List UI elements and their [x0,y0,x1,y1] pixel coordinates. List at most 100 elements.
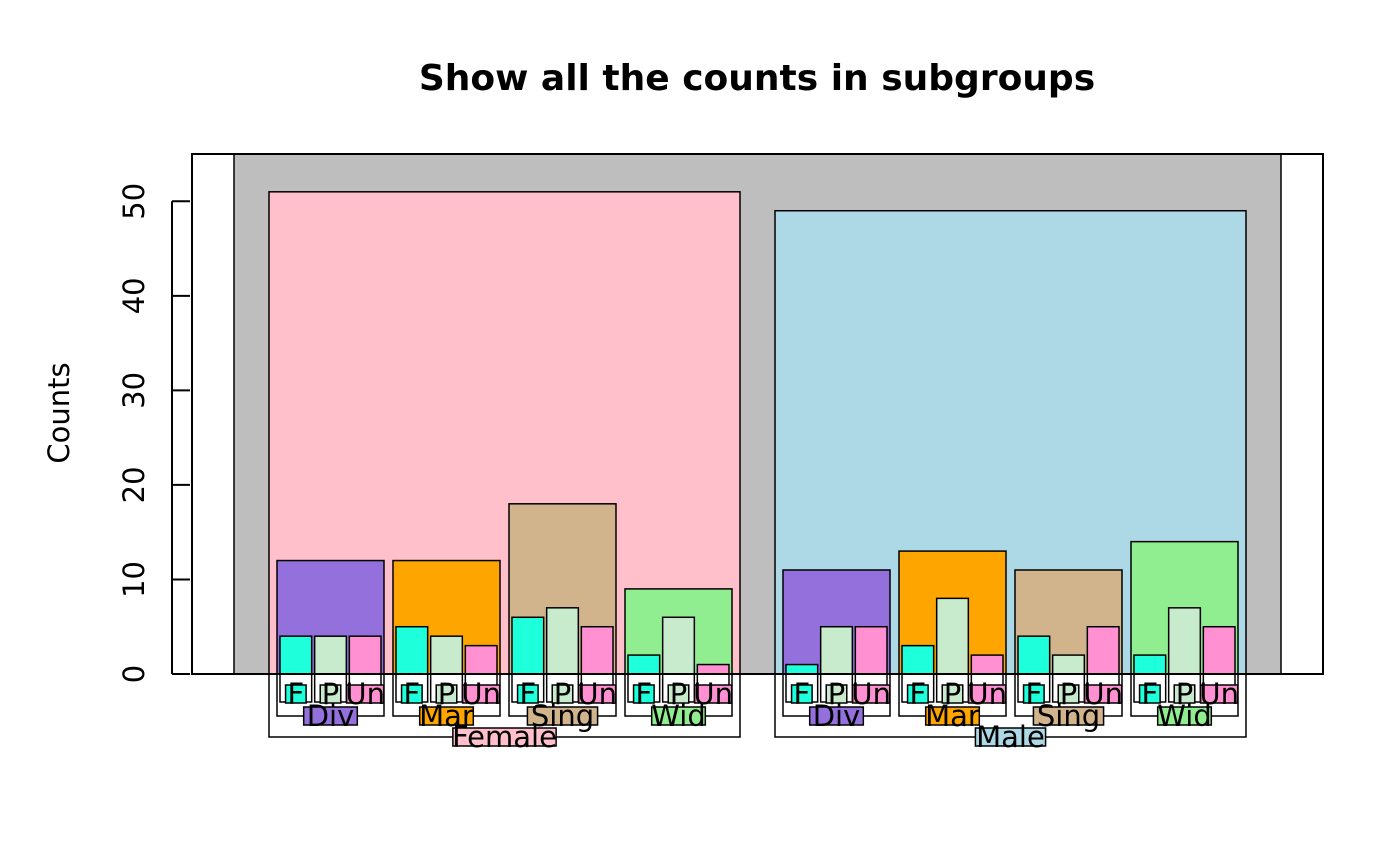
child-label: F [519,677,536,711]
subgroup-label: Mar [925,699,980,733]
child-label-box [551,684,574,704]
subgroup-label: Sing [1037,699,1100,733]
child-label-box [693,684,733,704]
child-label-box [1173,684,1196,704]
child-label-box [319,684,342,704]
child-bar-un [1086,625,1120,675]
child-label-box [577,684,617,704]
subgroup-label-box [302,706,359,726]
child-label-box [1199,684,1239,704]
child-label: P [554,677,572,711]
child-label: P [670,677,688,711]
child-label: Un [1199,677,1239,711]
y-tick-label: 30 [117,372,151,409]
child-label-box [435,684,458,704]
child-bar-p [819,625,854,675]
child-label: P [322,677,340,711]
child-label: F [635,677,652,711]
child-label: F [793,677,810,711]
child-bar-f [279,635,313,675]
child-label-box [667,684,690,704]
child-bar-un [854,625,888,675]
group-label: Male [976,720,1045,754]
y-tick-label: 0 [117,665,151,683]
child-bar-f [395,625,429,675]
subgroup-label-box [808,706,865,726]
child-label-box [851,684,891,704]
child-label-box [345,684,385,704]
child-label-box [906,684,929,704]
child-label: P [828,677,846,711]
child-bar-f [511,616,545,675]
child-label: Un [1083,677,1123,711]
group-label: Female [452,720,557,754]
child-bar-p [545,607,580,675]
child-bar-p [429,635,464,675]
child-label-box [1083,684,1123,704]
child-label-box [284,684,307,704]
child-bar-f [1017,635,1051,675]
subgroup-label-box [924,706,981,726]
subgroup-label: Wid [651,699,706,733]
y-tick-label: 10 [117,561,151,598]
subgroup-label-box [418,706,475,726]
child-label: Un [461,677,501,711]
child-label-box [825,684,848,704]
child-label: P [1176,677,1194,711]
child-label-box [516,684,539,704]
child-bar-f [627,654,661,675]
child-bar-un [580,625,614,675]
child-label: P [944,677,962,711]
child-bar-p [313,635,348,675]
child-bar-un [464,644,498,675]
subgroup-label: Wid [1157,699,1212,733]
child-label-box [1057,684,1080,704]
child-label-box [967,684,1007,704]
child-bar-f [901,644,935,675]
child-label: F [1025,677,1042,711]
child-label-box [461,684,501,704]
subgroup-label-box [650,706,707,726]
child-label: Un [693,677,733,711]
child-bar-f [1133,654,1167,675]
y-tick-label: 20 [117,466,151,503]
subgroup-label: Div [307,699,355,733]
child-label: F [403,677,420,711]
plot-border [191,153,1324,675]
child-label: F [909,677,926,711]
child-bar-p [661,616,696,675]
child-label: P [438,677,456,711]
y-tick-label: 40 [117,277,151,314]
child-label: F [287,677,304,711]
child-bar-p [1051,654,1086,675]
subgroup-label-box [1032,706,1105,726]
child-label-box [400,684,423,704]
child-label: Un [577,677,617,711]
subgroup-label: Div [813,699,861,733]
subgroup-label-box [1156,706,1213,726]
child-bar-p [1167,607,1202,675]
child-label-box [632,684,655,704]
child-bar-un [348,635,382,675]
group-label-box [974,727,1047,747]
child-label-box [1022,684,1045,704]
child-bar-un [696,663,730,675]
child-bar-un [1202,625,1236,675]
child-label: Un [345,677,385,711]
child-label: Un [851,677,891,711]
child-label: F [1141,677,1158,711]
child-label: Un [967,677,1007,711]
child-label-box [941,684,964,704]
child-label-box [1138,684,1161,704]
chart-title: Show all the counts in subgroups [419,58,1095,99]
child-bar-p [935,597,970,675]
child-bar-un [970,654,1004,675]
y-axis-label: Counts [42,362,76,463]
child-bar-f [785,663,819,675]
child-label: P [1060,677,1078,711]
child-label-box [790,684,813,704]
subgroup-label-box [526,706,599,726]
y-tick-label: 50 [117,183,151,220]
